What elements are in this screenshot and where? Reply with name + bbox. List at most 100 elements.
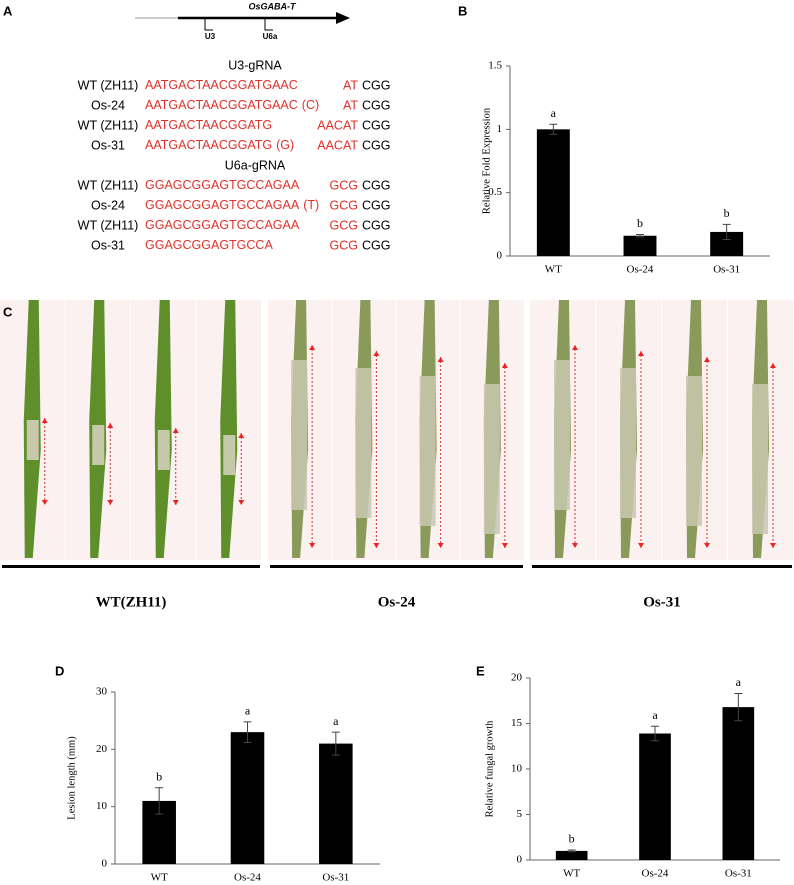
pam: CGG	[362, 98, 390, 112]
arrowhead	[41, 418, 48, 423]
error-bar	[549, 123, 558, 135]
error-bar	[734, 692, 743, 722]
arrowhead	[704, 543, 710, 548]
lesion	[620, 368, 636, 518]
pam: CGG	[362, 138, 390, 152]
sequence: AATGACTAACGGATGAAC (C)	[145, 98, 319, 112]
target-sequence: AATGACTAACGGATGAAC	[145, 78, 298, 92]
grna-title: U6a-gRNA	[225, 158, 286, 172]
panel-label: C	[3, 304, 13, 319]
x-tick-label: Os-31	[725, 868, 752, 880]
x-tick-label: Os-24	[627, 264, 654, 276]
y-tick-label: 0	[517, 854, 523, 866]
panel-label: A	[3, 3, 13, 18]
sample-name: WT (ZH11)	[78, 78, 139, 92]
lesion	[554, 360, 570, 510]
pam: CGG	[362, 118, 390, 132]
significance-letter: b	[569, 832, 575, 846]
group-label: Os-31	[643, 594, 681, 610]
arrowhead	[373, 351, 380, 356]
arrowhead	[501, 363, 508, 368]
panel-label: B	[458, 3, 467, 18]
arrowhead	[437, 357, 444, 362]
lesion	[752, 384, 768, 534]
panel-a-diagram	[135, 12, 350, 31]
lesion	[26, 420, 39, 460]
sequence: AATGACTAACGGATG (G)	[145, 138, 294, 152]
pam: CGG	[362, 78, 390, 92]
significance-letter: a	[333, 714, 339, 728]
lesion	[483, 384, 500, 534]
significance-letter: a	[245, 704, 251, 718]
target-sequence: GGAGCGGAGTGCCAGAA	[145, 178, 300, 192]
arrowhead	[309, 345, 316, 350]
lesion	[355, 368, 372, 518]
y-tick-label: 15	[511, 717, 523, 729]
group-label: WT(ZH11)	[96, 594, 167, 610]
bar	[319, 743, 353, 864]
target-sequence: AATGACTAACGGATG	[145, 138, 272, 152]
significance-letter: b	[156, 769, 162, 783]
bar	[722, 707, 755, 860]
sequence: GGAGCGGAGTGCCAGAA	[145, 178, 300, 192]
x-tick-label: Os-24	[642, 868, 669, 880]
sample-name: WT (ZH11)	[78, 178, 139, 192]
sequence-tail: AT	[343, 98, 358, 112]
error-bar	[331, 731, 340, 756]
bar	[623, 235, 657, 256]
arrowhead	[238, 500, 245, 505]
bar	[230, 732, 265, 864]
sequence: AATGACTAACGGATGAAC	[145, 78, 298, 92]
insertion: (C)	[302, 98, 319, 112]
bar	[536, 129, 570, 256]
grna-title: U3-gRNA	[228, 58, 282, 72]
panel-label: E	[476, 663, 485, 678]
lesion	[223, 435, 236, 475]
lesion	[291, 360, 308, 510]
arrowhead	[770, 543, 776, 548]
gene-name: OsGABA-T	[249, 1, 298, 11]
arrowhead	[437, 543, 444, 548]
sequence-tail: GCG	[330, 218, 358, 232]
sample-name: Os-24	[91, 98, 125, 112]
group-label: Os-24	[378, 594, 416, 610]
significance-letter: a	[736, 675, 742, 689]
y-axis-label: Relative Fold Expression	[481, 107, 492, 214]
panel-label: D	[55, 663, 64, 678]
lesion	[92, 425, 105, 465]
sample-name: Os-24	[91, 198, 125, 212]
target-sequence: AATGACTAACGGATGAAC	[145, 98, 298, 112]
y-axis-label: Relative fungal growth	[484, 720, 495, 818]
x-tick-label: Os-31	[322, 872, 349, 884]
target-sequence: AATGACTAACGGATG	[145, 118, 272, 132]
arrowhead	[572, 345, 578, 350]
significance-letter: b	[724, 206, 730, 220]
y-axis-label: Lesion length (mm)	[66, 736, 77, 820]
arrowhead	[172, 500, 179, 505]
error-bar	[155, 787, 164, 815]
arrowhead	[638, 351, 644, 356]
lesion	[157, 430, 170, 470]
sequence-tail: AACAT	[317, 138, 358, 152]
arrowhead	[501, 543, 508, 548]
significance-letter: a	[652, 708, 658, 722]
y-tick-label: 20	[511, 672, 523, 684]
bar	[639, 733, 671, 860]
arrowhead	[107, 423, 114, 428]
y-tick-label: 5	[517, 808, 523, 820]
sequence: GGAGCGGAGTGCCAGAA (T)	[145, 198, 319, 212]
y-tick-label: 20	[96, 743, 108, 755]
error-bar	[651, 725, 659, 742]
insertion: (G)	[276, 138, 294, 152]
sample-name: Os-31	[91, 138, 125, 152]
y-tick-label: 1.5	[488, 60, 502, 72]
arrowhead	[172, 428, 179, 433]
sequence-tail: GCG	[330, 198, 358, 212]
arrowhead	[770, 363, 776, 368]
sample-name: Os-31	[91, 238, 125, 252]
arrowhead	[373, 543, 380, 548]
x-tick-label: WT	[151, 872, 168, 884]
error-bar	[636, 233, 644, 238]
photo-panel	[0, 300, 793, 560]
